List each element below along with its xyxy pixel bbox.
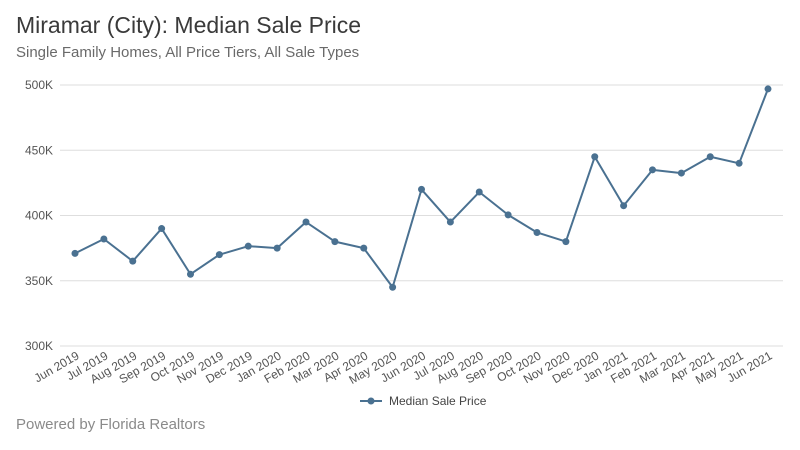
data-point [620,202,628,210]
data-point [764,85,772,93]
data-point [649,166,656,174]
data-point [677,169,685,177]
data-point [215,251,223,259]
data-point [302,218,310,226]
data-point [591,153,599,161]
y-tick-label: 450K [25,143,53,157]
data-point [418,185,425,193]
data-point [100,235,108,243]
data-point [187,270,194,278]
y-tick-label: 500K [25,78,53,92]
data-point [475,188,483,196]
data-point [158,225,166,233]
powered-by-footer: Powered by Florida Realtors [16,416,206,433]
chart-subtitle: Single Family Homes, All Price Tiers, Al… [16,44,360,61]
legend-label: Median Sale Price [389,394,487,408]
data-point [389,283,397,291]
data-point [331,238,339,246]
data-point [562,238,570,246]
data-point [533,228,541,236]
data-point [244,242,252,250]
data-point [273,244,281,252]
data-point [129,257,137,265]
y-tick-label: 300K [25,339,53,353]
data-point [71,249,79,257]
data-point [735,159,743,167]
legend-marker [367,397,375,405]
data-point [706,153,714,161]
y-tick-label: 350K [25,274,53,288]
data-point [360,244,368,252]
y-tick-label: 400K [25,209,53,223]
data-point [446,218,454,226]
chart-title: Miramar (City): Median Sale Price [16,12,362,38]
data-point [504,211,512,219]
